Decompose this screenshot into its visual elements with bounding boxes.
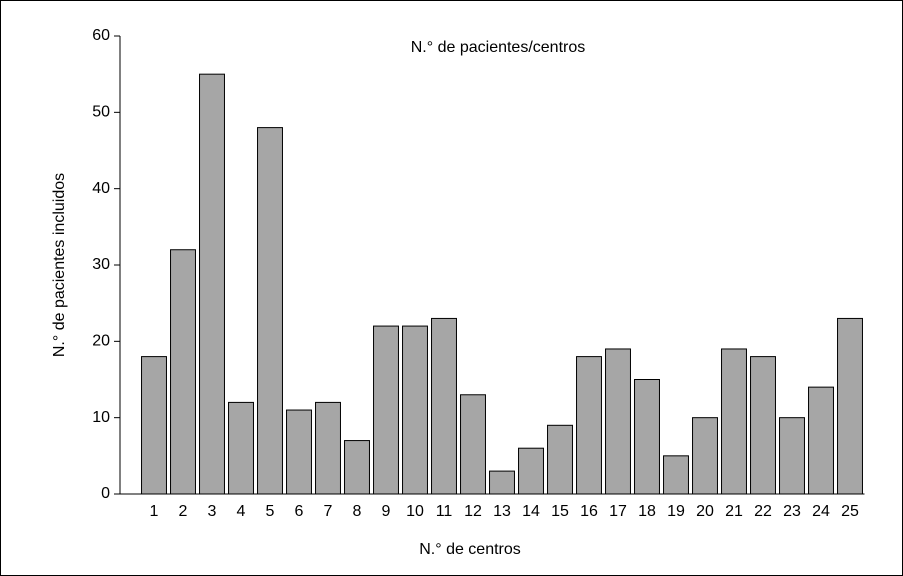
bar [489,470,515,495]
x-tick-label: 6 [295,503,304,520]
bar [605,348,631,495]
y-tick-label: 40 [92,180,110,197]
x-tick-label: 17 [609,503,627,520]
x-tick-label: 9 [382,503,391,520]
x-tick-label: 2 [179,503,188,520]
x-tick-label: 1 [150,503,159,520]
x-tick-label: 14 [522,503,540,520]
bar [750,356,776,495]
x-tick-label: 15 [551,503,569,520]
x-tick-label: 11 [436,503,453,520]
bar [315,401,341,495]
y-axis-label: N.° de pacientes incluidos [51,173,68,357]
x-tick-label: 25 [841,503,859,520]
bar [663,455,689,495]
x-axis-label: N.° de centros [419,541,521,558]
bar [808,386,834,495]
x-tick-label: 4 [237,503,246,520]
x-tick-label: 13 [493,503,511,520]
x-tick-label: 7 [324,503,333,520]
x-tick-label: 22 [754,503,772,520]
bar [373,325,399,495]
bar [431,317,457,495]
bar [286,409,312,495]
x-tick-label: 21 [725,503,743,520]
bar [141,356,167,495]
x-tick-label: 12 [464,503,482,520]
bar [170,249,196,495]
bar [634,379,660,495]
x-tick-label: 16 [580,503,598,520]
x-tick-label: 18 [638,503,656,520]
x-tick-label: 5 [266,503,275,520]
bar [257,127,283,495]
y-tick-label: 0 [101,485,110,502]
bar [779,417,805,495]
x-tick-label: 3 [208,503,217,520]
y-tick-label: 60 [92,27,110,44]
bar [460,394,486,495]
x-tick-label: 10 [406,503,424,520]
y-tick-label: 50 [92,104,110,121]
bar [576,356,602,495]
bar [692,417,718,495]
bar [721,348,747,495]
bar [344,440,370,495]
bar [518,447,544,495]
x-tick-label: 19 [667,503,685,520]
x-tick-label: 8 [353,503,362,520]
y-tick-label: 10 [92,409,110,426]
x-tick-label: 24 [812,503,830,520]
bar [199,73,225,495]
x-tick-label: 23 [783,503,801,520]
bar [547,424,573,495]
x-tick-label: 20 [696,503,714,520]
bar [837,317,863,495]
chart-title: N.° de pacientes/centros [411,39,586,56]
bar [228,401,254,495]
bar [402,325,428,495]
y-tick-label: 20 [92,333,110,350]
y-tick-label: 30 [92,256,110,273]
